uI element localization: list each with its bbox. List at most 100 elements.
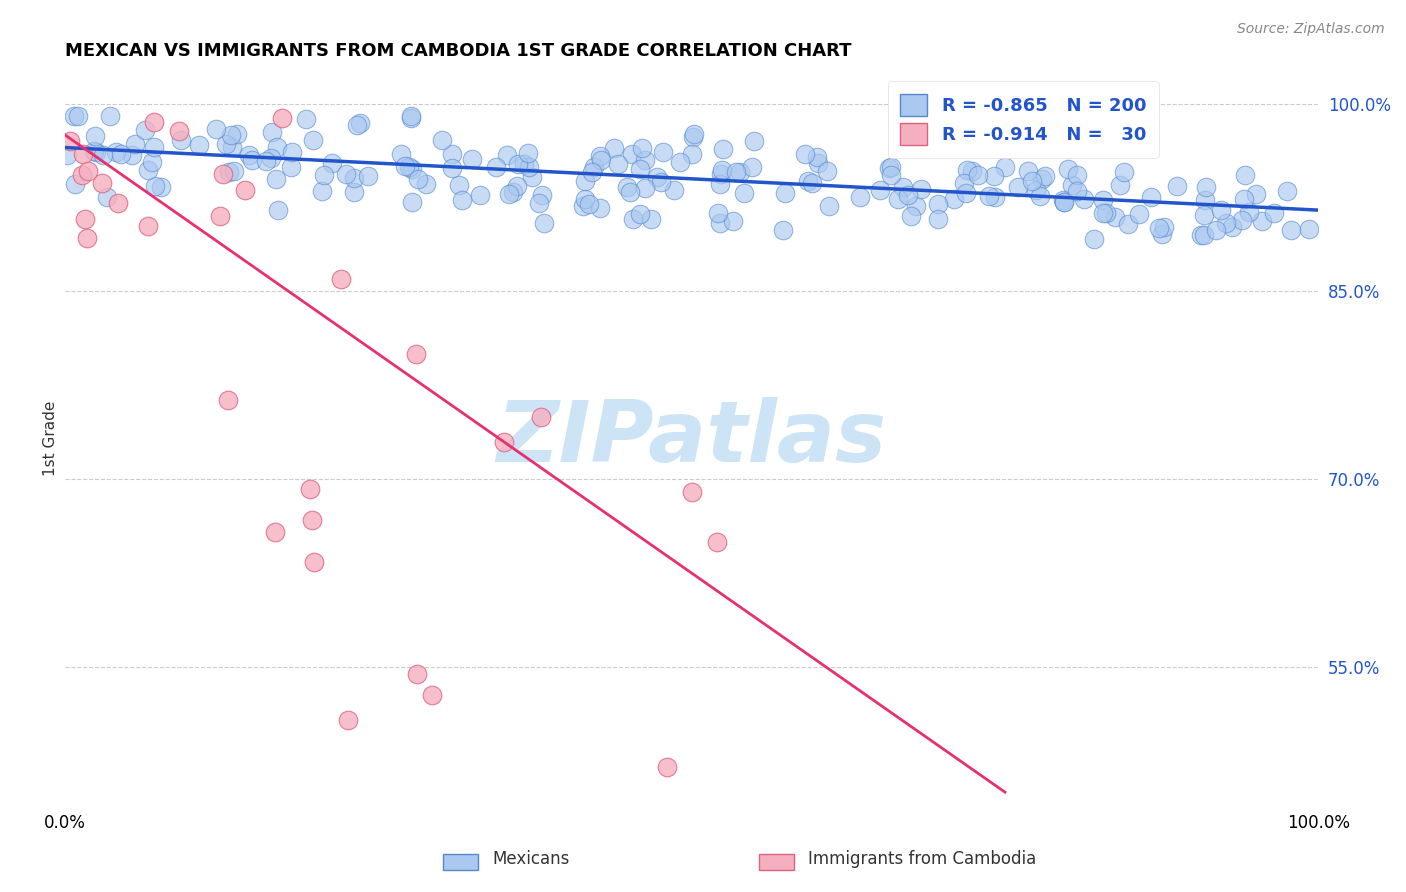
Point — [84, 145, 107, 159]
Point — [270, 111, 292, 125]
Point — [56, 147, 79, 161]
Point — [645, 169, 668, 184]
Point — [669, 154, 692, 169]
Point — [897, 188, 920, 202]
Point — [589, 201, 612, 215]
Point — [1152, 227, 1174, 241]
Point — [394, 159, 416, 173]
Point — [588, 149, 610, 163]
Point — [530, 409, 553, 424]
Point — [1062, 178, 1084, 192]
Point — [1073, 192, 1095, 206]
Point — [91, 176, 114, 190]
Point — [650, 176, 672, 190]
Point — [107, 196, 129, 211]
Point — [581, 165, 603, 179]
Point — [136, 163, 159, 178]
Point — [1114, 164, 1136, 178]
Point — [170, 133, 193, 147]
Point — [1066, 168, 1088, 182]
Point — [721, 213, 744, 227]
Legend: R = -0.865   N = 200, R = -0.914   N =   30: R = -0.865 N = 200, R = -0.914 N = 30 — [887, 81, 1159, 158]
Point — [299, 482, 322, 496]
Point — [492, 434, 515, 449]
Point — [711, 162, 734, 177]
Y-axis label: 1st Grade: 1st Grade — [44, 401, 58, 476]
Point — [405, 667, 427, 681]
Point — [484, 160, 506, 174]
Point — [682, 130, 704, 145]
Point — [655, 760, 678, 774]
Point — [583, 160, 606, 174]
Point — [709, 177, 731, 191]
Point — [818, 199, 841, 213]
Point — [1017, 164, 1039, 178]
Point — [260, 151, 283, 165]
Point — [143, 140, 166, 154]
Point — [1083, 232, 1105, 246]
Point — [238, 148, 260, 162]
Point — [312, 168, 335, 182]
Point — [517, 146, 540, 161]
Point — [84, 128, 107, 143]
Point — [280, 160, 302, 174]
Point — [1215, 216, 1237, 230]
Point — [1194, 227, 1216, 242]
Point — [706, 534, 728, 549]
Point — [281, 145, 304, 159]
Point — [75, 211, 97, 226]
Point — [304, 555, 326, 569]
Point — [591, 153, 613, 168]
Point — [619, 186, 641, 200]
Point — [1234, 168, 1257, 182]
Point — [143, 178, 166, 193]
Point — [775, 186, 797, 200]
Point — [849, 190, 872, 204]
Point — [681, 484, 703, 499]
Point — [953, 176, 976, 190]
Point — [59, 134, 82, 148]
Point — [208, 210, 231, 224]
Point — [877, 161, 900, 175]
Point — [533, 216, 555, 230]
Point — [343, 171, 366, 186]
Point — [796, 173, 818, 187]
Point — [807, 156, 830, 170]
Point — [1053, 195, 1076, 210]
Point — [214, 137, 236, 152]
Point — [927, 212, 949, 227]
Point — [984, 190, 1007, 204]
Point — [149, 180, 172, 194]
Point — [710, 167, 733, 181]
Point — [711, 142, 734, 156]
Point — [1189, 227, 1212, 242]
Point — [124, 136, 146, 151]
Point — [621, 211, 644, 226]
Point — [399, 112, 422, 126]
Point — [733, 186, 755, 200]
Point — [496, 148, 519, 162]
Point — [1244, 187, 1267, 202]
Point — [91, 148, 114, 162]
Point — [295, 112, 318, 127]
Point — [742, 134, 765, 148]
Point — [506, 178, 529, 193]
Point — [1239, 204, 1261, 219]
Point — [1092, 193, 1115, 207]
Point — [529, 196, 551, 211]
Point — [398, 160, 420, 174]
Point — [806, 150, 828, 164]
Point — [121, 148, 143, 162]
Point — [900, 209, 922, 223]
Point — [1251, 213, 1274, 227]
Point — [1195, 180, 1218, 194]
Point — [266, 140, 288, 154]
Point — [143, 114, 166, 128]
Point — [65, 177, 87, 191]
Text: MEXICAN VS IMMIGRANTS FROM CAMBODIA 1ST GRADE CORRELATION CHART: MEXICAN VS IMMIGRANTS FROM CAMBODIA 1ST … — [65, 42, 852, 60]
Point — [1263, 206, 1285, 220]
Point — [955, 162, 977, 177]
Point — [512, 157, 534, 171]
Point — [631, 140, 654, 154]
Point — [1052, 194, 1074, 208]
